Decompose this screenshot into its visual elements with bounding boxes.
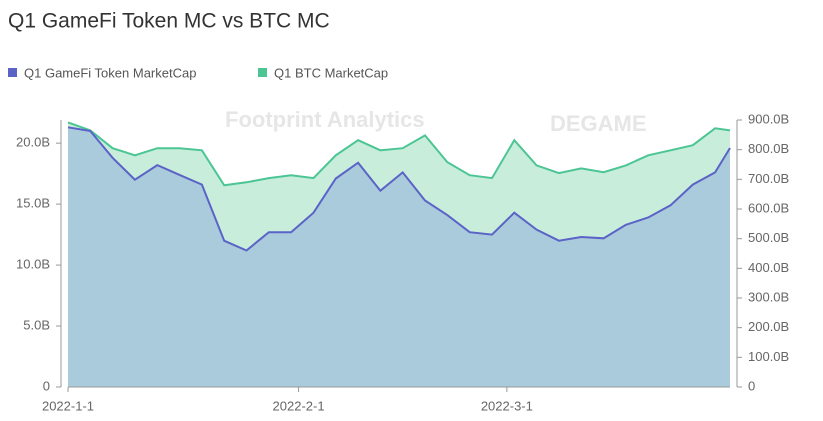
legend-swatch bbox=[8, 68, 17, 77]
y2-tick-label: 400.0B bbox=[748, 260, 789, 275]
y-tick-label: 0 bbox=[43, 378, 50, 393]
line bbox=[67, 121, 731, 187]
y2-tick-label: 300.0B bbox=[748, 289, 789, 304]
y2-tick-label: 200.0B bbox=[748, 319, 789, 334]
legend-swatch bbox=[258, 68, 267, 77]
line bbox=[67, 126, 731, 252]
y2-tick-label: 900.0B bbox=[748, 111, 789, 126]
x-tick-label: 2022-2-1 bbox=[273, 398, 325, 413]
y-tick-label: 10.0B bbox=[16, 257, 50, 272]
y2-tick-label: 100.0B bbox=[748, 349, 789, 364]
x-tick-label: 2022-1-1 bbox=[42, 398, 94, 413]
y2-tick-label: 800.0B bbox=[748, 141, 789, 156]
y-tick-label: 15.0B bbox=[16, 196, 50, 211]
chart-title: Q1 GameFi Token MC vs BTC MC bbox=[8, 10, 330, 33]
y-tick-label: 5.0B bbox=[23, 317, 50, 332]
legend-label: Q1 GameFi Token MarketCap bbox=[24, 65, 196, 80]
y2-tick-label: 500.0B bbox=[748, 230, 789, 245]
x-tick-label: 2022-3-1 bbox=[481, 398, 533, 413]
area bbox=[68, 127, 730, 388]
y2-tick-label: 600.0B bbox=[748, 200, 789, 215]
watermark: Footprint Analytics bbox=[225, 107, 425, 132]
y2-tick-label: 700.0B bbox=[748, 171, 789, 186]
watermark: DEGAME bbox=[550, 111, 647, 136]
y2-tick-label: 0 bbox=[748, 378, 755, 393]
y-tick-label: 20.0B bbox=[16, 135, 50, 150]
legend-label: Q1 BTC MarketCap bbox=[274, 65, 388, 80]
